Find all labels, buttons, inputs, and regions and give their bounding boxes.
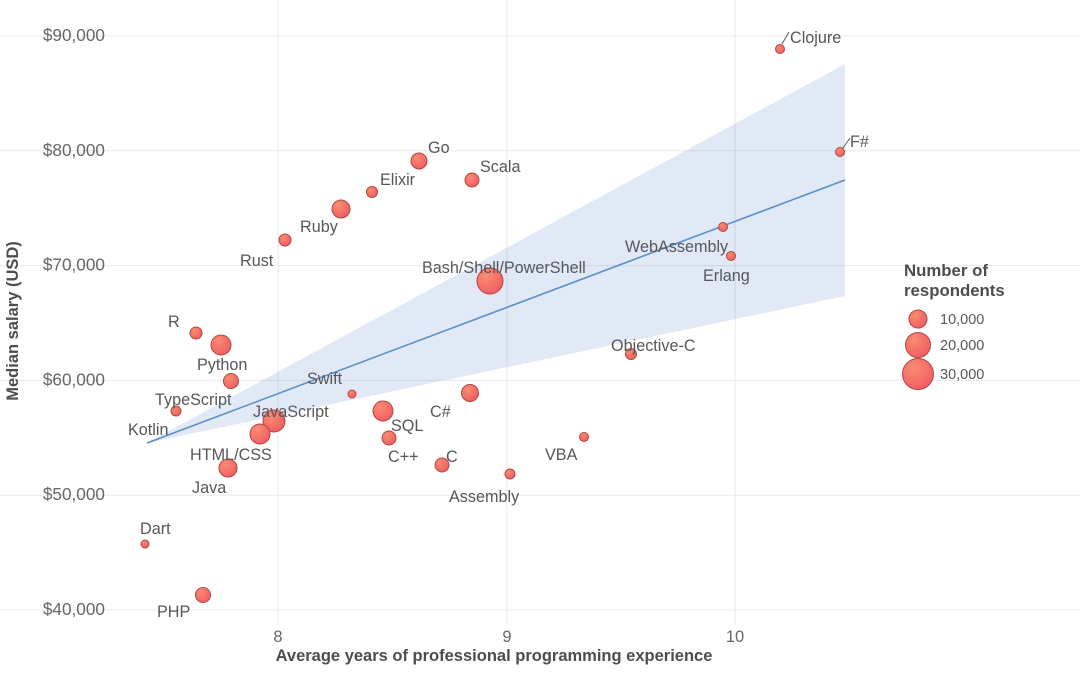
svg-text:Python: Python — [197, 356, 247, 374]
svg-text:$50,000: $50,000 — [43, 484, 105, 504]
svg-text:Clojure: Clojure — [790, 29, 841, 47]
svg-text:F#: F# — [850, 133, 869, 151]
svg-text:Dart: Dart — [140, 520, 171, 538]
svg-text:$60,000: $60,000 — [43, 369, 105, 389]
svg-text:VBA: VBA — [545, 446, 578, 464]
svg-text:Assembly: Assembly — [449, 488, 520, 506]
svg-text:Kotlin: Kotlin — [128, 421, 169, 439]
svg-text:Ruby: Ruby — [300, 218, 339, 236]
svg-text:8: 8 — [273, 628, 282, 646]
svg-text:JavaScript: JavaScript — [253, 403, 329, 421]
svg-text:C#: C# — [430, 403, 451, 421]
svg-text:Bash/Shell/PowerShell: Bash/Shell/PowerShell — [422, 259, 586, 277]
svg-text:30,000: 30,000 — [940, 367, 984, 383]
svg-text:Number of: Number of — [904, 261, 988, 280]
svg-text:respondents: respondents — [904, 281, 1005, 300]
svg-text:$80,000: $80,000 — [43, 140, 105, 160]
svg-text:Median salary (USD): Median salary (USD) — [4, 241, 22, 401]
svg-text:Java: Java — [192, 479, 226, 497]
svg-text:$40,000: $40,000 — [43, 599, 105, 619]
svg-text:Erlang: Erlang — [703, 267, 750, 285]
svg-text:C: C — [446, 448, 458, 466]
svg-text:SQL: SQL — [391, 417, 423, 435]
svg-text:WebAssembly: WebAssembly — [625, 238, 729, 256]
svg-text:10: 10 — [726, 628, 744, 646]
svg-text:$90,000: $90,000 — [43, 25, 105, 45]
svg-text:TypeScript: TypeScript — [155, 391, 232, 409]
svg-text:Swift: Swift — [307, 370, 343, 388]
svg-text:Scala: Scala — [480, 158, 521, 176]
svg-text:Objective-C: Objective-C — [611, 337, 696, 355]
svg-text:9: 9 — [502, 628, 511, 646]
svg-text:$70,000: $70,000 — [43, 255, 105, 275]
svg-text:Average years of professional: Average years of professional programmin… — [276, 647, 713, 665]
svg-text:HTML/CSS: HTML/CSS — [190, 446, 272, 464]
svg-text:20,000: 20,000 — [940, 338, 984, 354]
svg-text:C++: C++ — [388, 448, 419, 466]
svg-text:R: R — [168, 313, 180, 331]
svg-text:Rust: Rust — [240, 252, 274, 270]
svg-text:PHP: PHP — [157, 603, 190, 621]
svg-text:10,000: 10,000 — [940, 312, 984, 328]
svg-text:Go: Go — [428, 139, 450, 157]
svg-text:Elixir: Elixir — [380, 171, 416, 189]
